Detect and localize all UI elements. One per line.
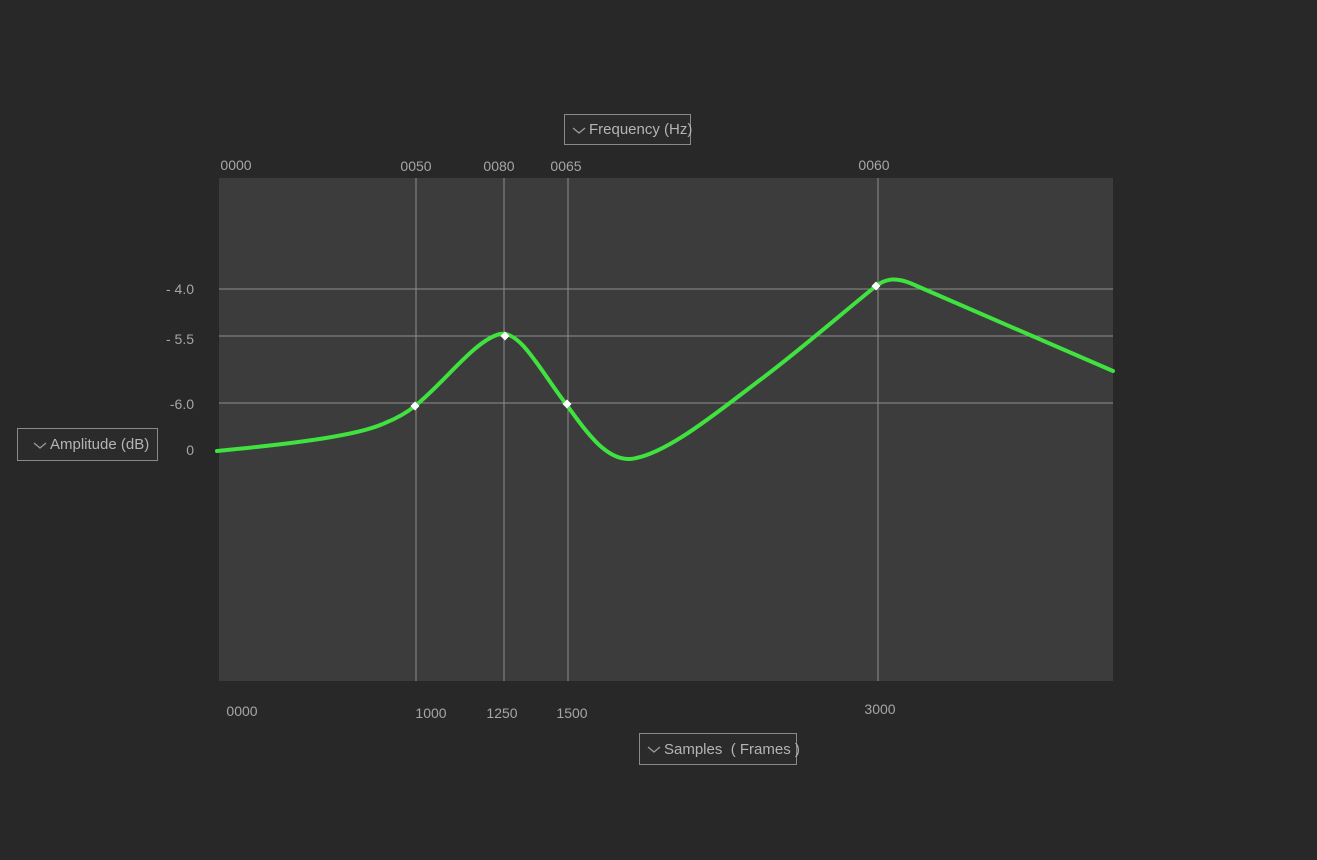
control-point-handle[interactable] <box>500 331 510 341</box>
top-axis-tick-label: 0080 <box>483 158 514 174</box>
left-axis-tick-label: 0 <box>186 442 194 458</box>
bottom-axis-tick-label: 0000 <box>226 703 257 719</box>
amplitude-dropdown-label: Amplitude (dB) <box>50 436 150 453</box>
frequency-dropdown-label: Frequency (Hz) <box>589 121 693 138</box>
bottom-axis-tick-label: 1000 <box>415 705 446 721</box>
top-axis-tick-label: 0065 <box>550 158 581 174</box>
top-axis-tick-label: 0060 <box>858 157 889 173</box>
chevron-down-icon <box>646 744 662 754</box>
bottom-axis-tick-label: 1250 <box>486 705 517 721</box>
control-point-handle[interactable] <box>410 401 420 411</box>
plot-area <box>219 178 1113 681</box>
bottom-axis-tick-label: 1500 <box>556 705 587 721</box>
samples-dropdown-label: Samples ( Frames ) <box>664 740 800 758</box>
left-axis-tick-label: - 4.0 <box>166 281 194 297</box>
left-axis-tick-label: - 5.5 <box>166 331 194 347</box>
control-point-handle[interactable] <box>871 281 881 291</box>
bottom-axis-tick-label: 3000 <box>864 701 895 717</box>
top-axis-tick-label: 0050 <box>400 158 431 174</box>
amplitude-dropdown[interactable]: Amplitude (dB) <box>17 428 158 461</box>
control-point-handle[interactable] <box>562 399 572 409</box>
samples-dropdown[interactable]: Samples ( Frames ) <box>639 733 800 765</box>
top-axis-tick-label: 0000 <box>220 157 251 173</box>
chevron-down-icon <box>32 440 48 450</box>
frequency-dropdown[interactable]: Frequency (Hz) <box>564 114 693 145</box>
chevron-down-icon <box>571 125 587 135</box>
left-axis-tick-label: -6.0 <box>170 396 194 412</box>
